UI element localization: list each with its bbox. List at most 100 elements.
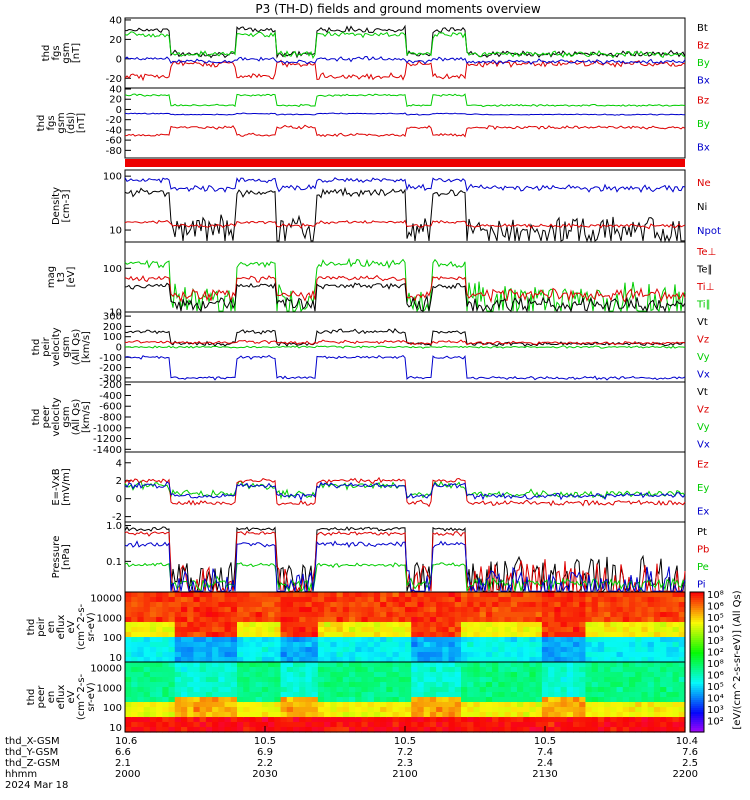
spectrogram-cell [504, 647, 512, 653]
spectrogram-cell [205, 677, 213, 683]
spectrogram-cell [554, 592, 562, 598]
spectrogram-cell [454, 632, 462, 638]
spectrogram-cell [261, 662, 269, 668]
spectrogram-cell [218, 677, 226, 683]
figure-title: P3 (TH-D) fields and ground moments over… [255, 2, 540, 16]
spectrogram-cell [597, 652, 605, 658]
spectrogram-cell [268, 692, 275, 698]
spectrogram-cell [243, 702, 251, 708]
spectrogram-cell [299, 702, 307, 708]
spectrogram-cell [653, 727, 661, 733]
spectrogram-cell [181, 672, 188, 678]
spectrogram-cell [187, 607, 195, 613]
spectrogram-cell [324, 667, 331, 673]
spectrogram-cell [336, 657, 344, 663]
spectrogram-cell [187, 727, 195, 733]
spectrogram-cell [597, 627, 605, 633]
spectrogram-cell [672, 707, 680, 713]
spectrogram-cell [560, 692, 568, 698]
y-axis-label: [km/s] [81, 331, 92, 363]
spectrogram-cell [641, 712, 649, 718]
spectrogram-cell [548, 727, 555, 733]
spectrogram-cell [442, 717, 450, 723]
spectrogram-cell [653, 637, 661, 643]
spectrogram-cell [286, 637, 294, 643]
spectrogram-cell [548, 682, 555, 688]
trace-red [124, 219, 686, 230]
spectrogram-cell [199, 662, 207, 668]
y-tick-label: 10 [109, 308, 122, 319]
spectrogram-cell [386, 627, 394, 633]
spectrogram-cell [672, 722, 680, 728]
spectrogram-cell [162, 617, 170, 623]
spectrogram-cell [616, 677, 624, 683]
spectrogram-cell [529, 597, 537, 603]
spectrogram-cell [566, 652, 574, 658]
spectrogram-cell [149, 622, 157, 628]
colorbar-swatch [690, 708, 704, 711]
spectrogram-cell [330, 722, 338, 728]
spectrogram-cell [616, 667, 624, 673]
y-tick-label: 0 [116, 105, 122, 116]
spectrogram-cell [230, 722, 238, 728]
trace-red [124, 59, 686, 82]
spectrogram-cell [373, 667, 381, 673]
spectrogram-cell [467, 722, 475, 728]
spectrogram-cell [205, 717, 213, 723]
spectrogram-cell [405, 607, 412, 613]
spectrogram-cell [280, 677, 288, 683]
y-axis-label: en [46, 691, 57, 704]
spectrogram-cell [579, 647, 587, 653]
colorbar-swatch [690, 598, 704, 601]
spectrogram-cell [541, 722, 549, 728]
spectrogram-cell [479, 712, 487, 718]
spectrogram-cell [454, 722, 462, 728]
colorbar-swatch [690, 682, 704, 685]
spectrogram-cell [349, 687, 356, 693]
spectrogram-cell [560, 632, 568, 638]
spectrogram-cell [629, 717, 636, 723]
spectrogram-cell [610, 627, 618, 633]
spectrogram-cell [492, 652, 499, 658]
spectrogram-cell [317, 612, 325, 618]
spectrogram-cell [324, 617, 331, 623]
spectrogram-cell [324, 657, 331, 663]
spectrogram-cell [622, 667, 630, 673]
spectrogram-cell [423, 722, 431, 728]
spectrogram-cell [510, 702, 518, 708]
y-axis-label: [nPa] [61, 544, 72, 570]
spectrogram-cell [324, 622, 331, 628]
spectrogram-cell [560, 642, 568, 648]
spectrogram-cell [604, 692, 611, 698]
spectrogram-cell [293, 632, 300, 638]
spectrogram-cell [373, 637, 381, 643]
spectrogram-cell [311, 692, 319, 698]
spectrogram-cell [125, 597, 132, 603]
colorbar-swatch [690, 712, 704, 715]
spectrogram-cell [336, 682, 344, 688]
spectrogram-cell [143, 617, 151, 623]
trace-black [124, 525, 686, 593]
spectrogram-cell [573, 637, 580, 643]
spectrogram-cell [168, 657, 176, 663]
legend-entry: Bx [697, 75, 710, 86]
spectrogram-cell [149, 607, 157, 613]
spectrogram-cell [585, 697, 593, 703]
spectrogram-cell [137, 622, 145, 628]
spectrogram-cell [255, 727, 263, 733]
spectrogram-cell [448, 647, 456, 653]
spectrogram-cell [361, 697, 369, 703]
colorbar-swatch [690, 658, 704, 661]
spectrogram-cell [461, 607, 468, 613]
spectrogram-cell [479, 597, 487, 603]
spectrogram-cell [199, 682, 207, 688]
legend-entry: Ex [697, 506, 709, 517]
spectrogram-cell [510, 717, 518, 723]
spectrogram-cell [454, 682, 462, 688]
spectrogram-cell [548, 612, 555, 618]
spectrogram-cell [554, 632, 562, 638]
spectrogram-cell [162, 647, 170, 653]
spectrogram-cell [405, 647, 412, 653]
spectrogram-cell [193, 657, 201, 663]
spectrogram-cell [454, 627, 462, 633]
